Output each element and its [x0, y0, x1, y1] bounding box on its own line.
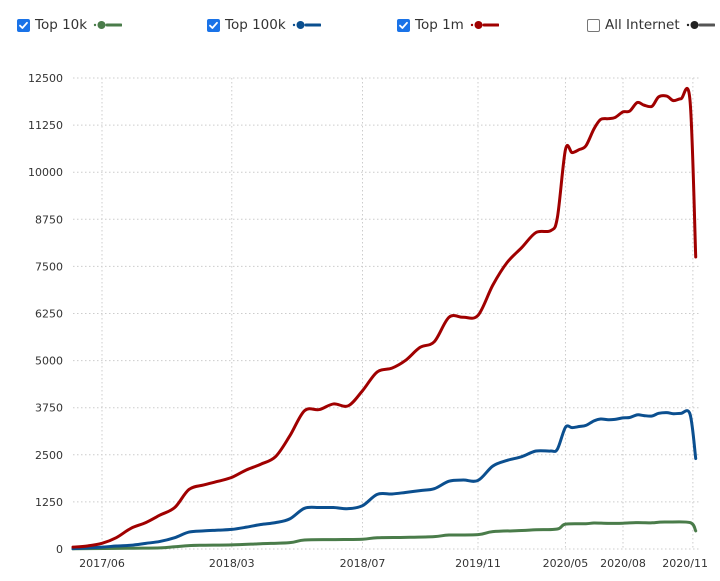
legend-label: Top 100k — [225, 17, 286, 33]
series-line-top-1m — [71, 86, 698, 549]
checkbox-checked-icon[interactable] — [397, 18, 410, 32]
checkbox-unchecked-icon[interactable] — [587, 18, 600, 32]
legend-item-top-1m[interactable]: Top 1m — [397, 14, 499, 36]
y-tick-label: 5000 — [35, 355, 63, 368]
y-tick-label: 12500 — [28, 72, 63, 85]
legend-label: Top 1m — [415, 17, 464, 33]
legend-item-top-10k[interactable]: Top 10k — [17, 14, 123, 36]
checkbox-checked-icon[interactable] — [17, 18, 30, 32]
series-line-top-10k — [71, 520, 698, 551]
series-swatch-icon — [291, 19, 321, 31]
x-tick-label: 2020/05 — [543, 557, 589, 570]
y-tick-label: 11250 — [28, 119, 63, 132]
x-tick-label: 2020/11 — [662, 557, 708, 570]
y-tick-label: 7500 — [35, 260, 63, 273]
series-swatch-icon — [92, 19, 123, 31]
series-swatch-icon — [469, 19, 499, 31]
x-tick-label: 2018/07 — [340, 557, 386, 570]
series-layer — [71, 86, 698, 551]
series-line-top-100k — [71, 409, 698, 551]
y-tick-label: 3750 — [35, 402, 63, 415]
checkbox-checked-icon[interactable] — [207, 18, 220, 32]
y-tick-label: 6250 — [35, 308, 63, 321]
x-axis: 2017/06 2018/03 2018/07 2019/11 2020/05 2020/… — [79, 557, 708, 570]
legend-item-top-100k[interactable]: Top 100k — [207, 14, 321, 36]
x-tick-label: 2018/03 — [209, 557, 255, 570]
grid — [73, 77, 700, 550]
series-swatch-icon — [685, 19, 715, 31]
x-tick-label: 2017/06 — [79, 557, 125, 570]
legend-item-all-internet[interactable]: All Internet — [587, 14, 715, 36]
y-tick-label: 10000 — [28, 166, 63, 179]
y-tick-label: 1250 — [35, 496, 63, 509]
chart-legend: Top 10k Top 100k Top 1m — [0, 14, 720, 38]
x-tick-label: 2020/08 — [600, 557, 646, 570]
legend-label: Top 10k — [35, 17, 88, 33]
legend-label: All Internet — [605, 17, 680, 33]
y-axis: 0 1250 2500 3750 5000 6250 7500 8750 10000 11250 1… — [28, 72, 63, 556]
y-tick-label: 8750 — [35, 213, 63, 226]
x-tick-label: 2019/11 — [455, 557, 501, 570]
y-tick-label: 2500 — [35, 449, 63, 462]
y-tick-label: 0 — [56, 543, 63, 556]
